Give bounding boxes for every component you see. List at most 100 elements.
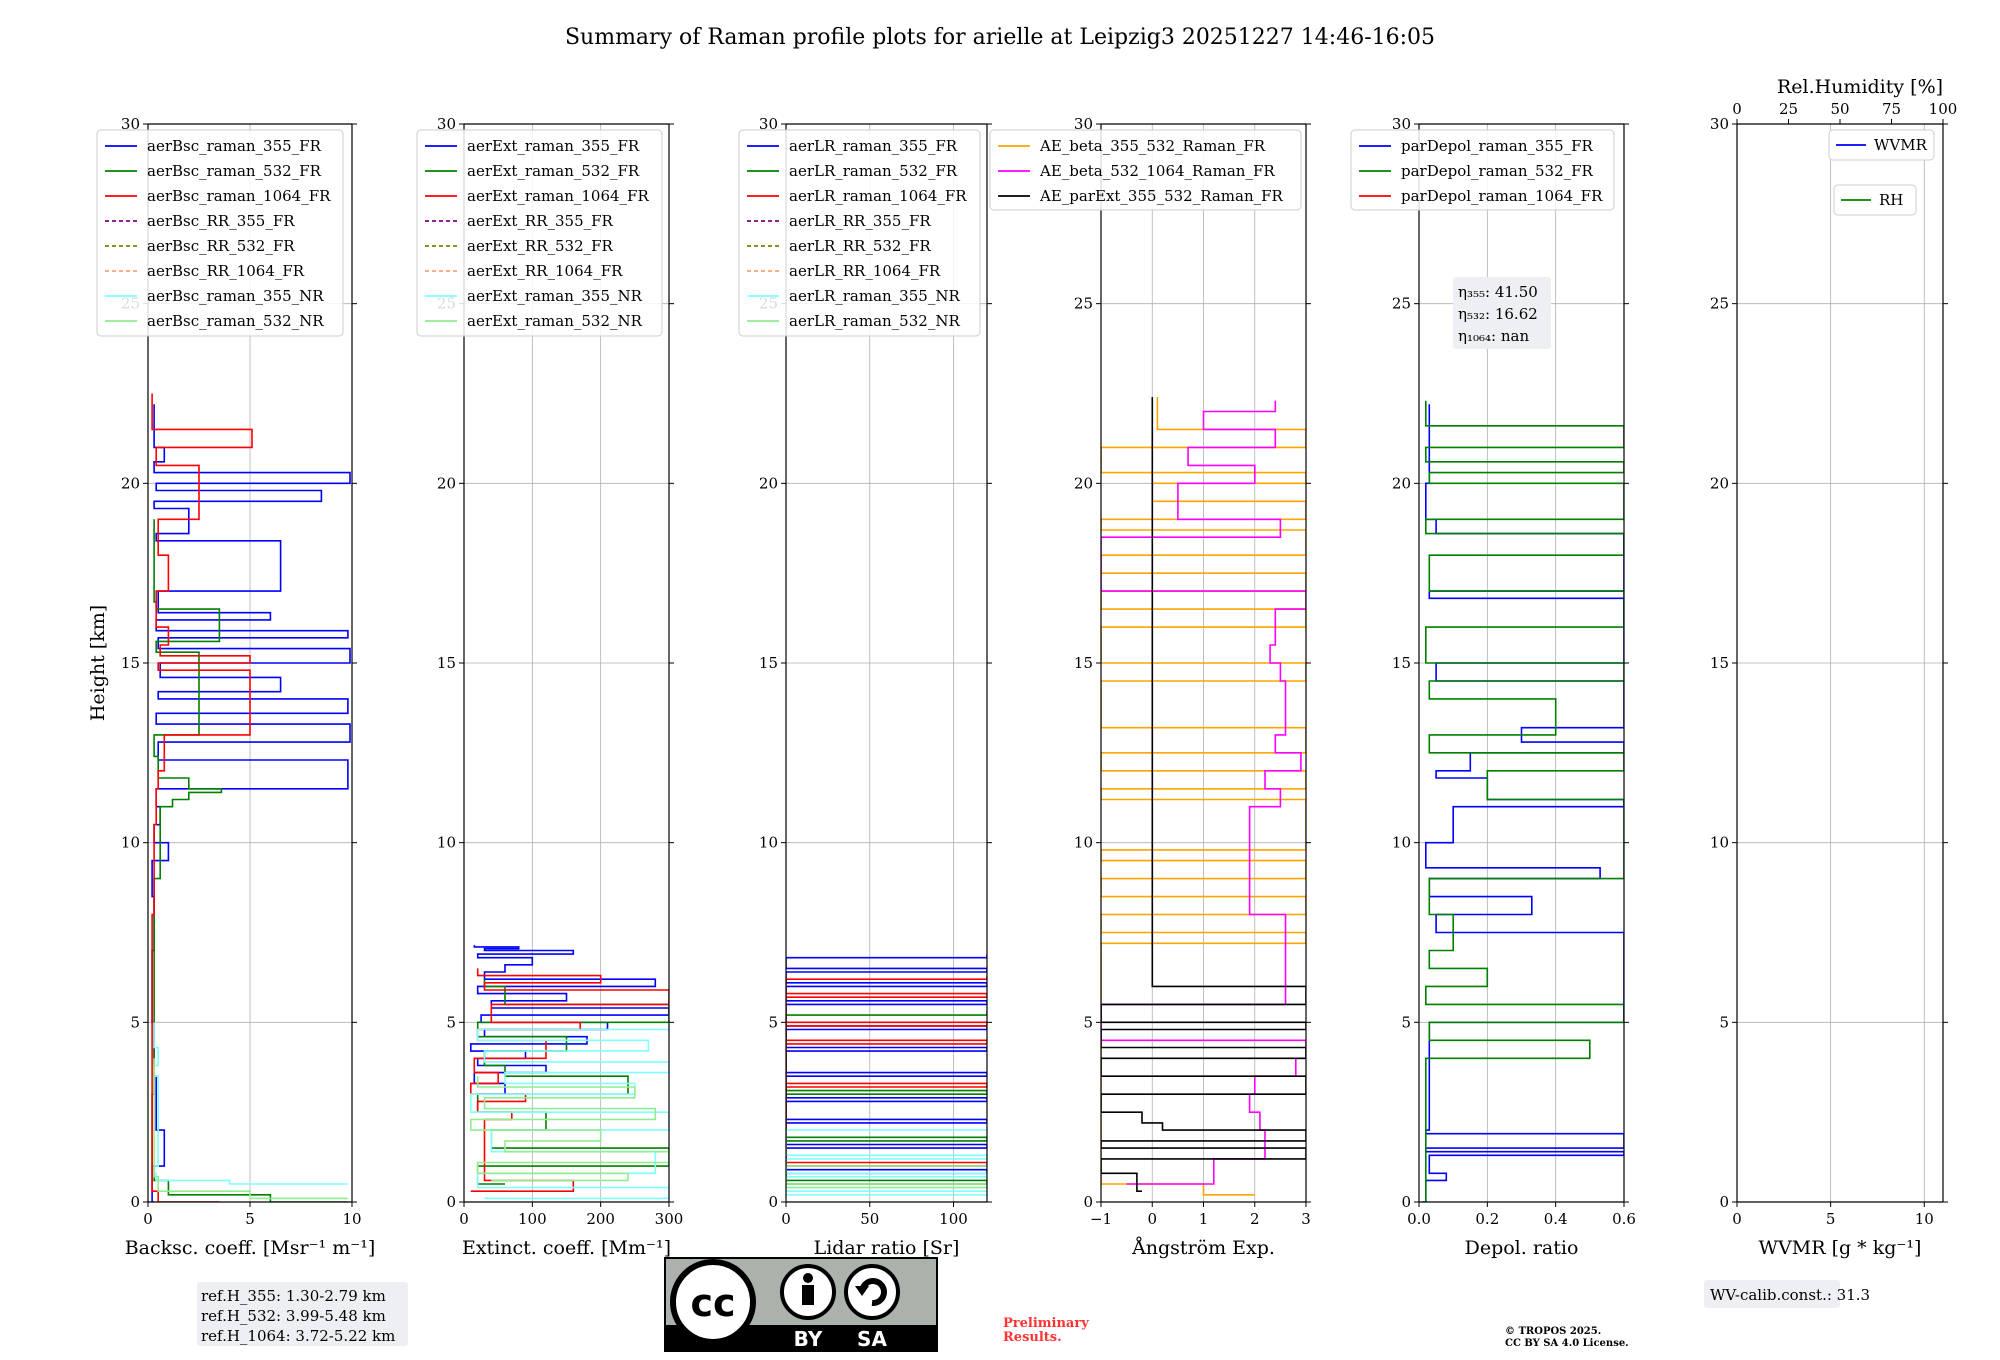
x-tick-label: 5 [245, 1210, 255, 1228]
y-tick-label: 30 [759, 115, 778, 133]
series-group [470, 945, 669, 1200]
attribution-icon [780, 1264, 836, 1320]
annotation-box [1704, 1280, 1840, 1308]
copyright-line-2: CC BY SA 4.0 License. [1505, 1338, 1629, 1349]
series-line-aerExt_raman_532_NR [470, 1076, 669, 1182]
y-tick-label: 15 [1392, 654, 1411, 672]
legend-label: parDepol_raman_355_FR [1401, 137, 1594, 155]
series-line-aerBsc_raman_1064_FR [151, 393, 253, 1202]
y-tick-label: 20 [1074, 474, 1093, 492]
x-tick-label: 1 [1199, 1210, 1209, 1228]
figure-title: Summary of Raman profile plots for ariel… [565, 25, 1435, 50]
annotation-text: η₅₃₂: 16.62 [1458, 305, 1538, 323]
legend-RH: RH [1833, 184, 1917, 216]
legend: aerLR_raman_355_FR aerLR_raman_532_FR aerL… [738, 129, 981, 337]
legend-WVMR: WVMR [1828, 129, 1935, 161]
y-tick-label: 30 [1710, 115, 1729, 133]
refh-annotation: ref.H_355: 1.30-2.79 km ref.H_532: 3.99-5… [197, 1282, 408, 1346]
legend-label: aerBsc_raman_1064_FR [147, 187, 331, 205]
y-tick-label: 30 [437, 115, 456, 133]
preliminary-line-2: Results. [1003, 1330, 1062, 1345]
series-line-parDepol_raman_532_FR [1422, 400, 1624, 1202]
legend-label: aerExt_RR_355_FR [467, 212, 614, 230]
legend-label: aerBsc_raman_355_FR [147, 137, 322, 155]
y-tick-label: 0 [1401, 1193, 1411, 1211]
legend-box [989, 129, 1302, 211]
top-tick-label: 75 [1882, 100, 1901, 118]
legend-label: aerExt_raman_1064_FR [467, 187, 649, 205]
x-tick-label: 0.4 [1544, 1210, 1568, 1228]
y-tick-label: 20 [437, 474, 456, 492]
y-tick-label: 20 [759, 474, 778, 492]
y-tick-label: 20 [1392, 474, 1411, 492]
legend-box [1833, 184, 1917, 216]
license-by-label: BY [794, 1327, 823, 1351]
panel-bsc: 0510051015202530Backsc. coeff. [Msr⁻¹ m⁻… [87, 115, 408, 1346]
x-tick-label: 2 [1250, 1210, 1260, 1228]
x-tick-label: 300 [655, 1210, 684, 1228]
legend-box [1828, 129, 1935, 161]
series-line-aerBsc_raman_355_NR [153, 1022, 348, 1185]
y-tick-label: 20 [1710, 474, 1729, 492]
series-line-AE_beta_355_532_Raman_FR [1101, 397, 1306, 1196]
legend-label: aerLR_raman_355_FR [789, 137, 958, 155]
series-group [786, 954, 987, 1196]
legend-label: aerExt_RR_532_FR [467, 237, 614, 255]
top-axis-label: Rel.Humidity [%] [1777, 76, 1943, 98]
cc-license-badge: cc BY SA [664, 1257, 938, 1352]
legend: AE_beta_355_532_Raman_FR AE_beta_532_1064… [989, 129, 1302, 211]
legend-label: aerLR_raman_532_FR [789, 162, 958, 180]
y-tick-label: 5 [130, 1013, 140, 1031]
legend: aerBsc_raman_355_FR aerBsc_raman_532_FRae… [96, 129, 344, 337]
legend-label: WVMR [1874, 136, 1928, 154]
panel-ext: 0100200300051015202530Extinct. coeff. [M… [416, 115, 684, 1259]
x-tick-label: 3 [1301, 1210, 1311, 1228]
legend-box [738, 129, 981, 337]
x-tick-label: 0 [781, 1210, 791, 1228]
y-tick-label: 25 [1392, 295, 1411, 313]
legend-label: aerLR_RR_355_FR [789, 212, 931, 230]
legend-label: parDepol_raman_1064_FR [1401, 187, 1603, 205]
legend-label: aerLR_raman_1064_FR [789, 187, 967, 205]
y-tick-label: 0 [1083, 1193, 1093, 1211]
y-tick-label: 10 [1392, 834, 1411, 852]
x-tick-label: 0.6 [1612, 1210, 1636, 1228]
legend-label: aerLR_RR_1064_FR [789, 262, 941, 280]
y-tick-label: 30 [121, 115, 140, 133]
share-alike-icon [844, 1264, 900, 1320]
x-tick-label: 100 [939, 1210, 968, 1228]
series-line-aerBsc_raman_355_FR [151, 404, 351, 1202]
series-line-aerLR_raman_1064_FR [786, 975, 987, 1167]
series-line-aerExt_raman_1064_FR [470, 968, 669, 1192]
annotation-box [197, 1282, 408, 1346]
x-tick-label: 100 [518, 1210, 547, 1228]
series-line-aerExt_raman_355_NR [470, 1022, 669, 1200]
y-tick-label: 0 [768, 1193, 778, 1211]
legend-box [96, 129, 344, 337]
panels: 0510051015202530Backsc. coeff. [Msr⁻¹ m⁻… [87, 76, 1957, 1346]
y-tick-label: 0 [446, 1193, 456, 1211]
legend-label: aerBsc_raman_532_FR [147, 162, 322, 180]
x-tick-label: 0 [1147, 1210, 1157, 1228]
legend: parDepol_raman_355_FR parDepol_raman_532_… [1350, 129, 1615, 211]
x-axis-label: Extinct. coeff. [Mm⁻¹] [462, 1237, 671, 1259]
x-tick-label: 0 [1732, 1210, 1742, 1228]
series-line-aerLR_raman_355_NR [786, 1126, 987, 1196]
legend-label: aerExt_raman_532_FR [467, 162, 640, 180]
legend-box [1350, 129, 1615, 211]
y-tick-label: 15 [121, 654, 140, 672]
x-axis-label: Lidar ratio [Sr] [814, 1237, 960, 1259]
x-axis-label: Ångström Exp. [1131, 1237, 1275, 1259]
x-tick-label: 0.2 [1475, 1210, 1499, 1228]
preliminary-line-1: Preliminary [1003, 1316, 1089, 1331]
annotation-box [1453, 277, 1551, 349]
legend-label: aerExt_raman_355_NR [467, 287, 643, 305]
x-tick-label: 0 [143, 1210, 153, 1228]
annotation-text: ref.H_1064: 3.72-5.22 km [201, 1327, 395, 1345]
legend-label: aerLR_raman_355_NR [789, 287, 960, 305]
legend-label: aerExt_raman_532_NR [467, 312, 643, 330]
y-tick-label: 5 [1401, 1013, 1411, 1031]
y-tick-label: 15 [1710, 654, 1729, 672]
